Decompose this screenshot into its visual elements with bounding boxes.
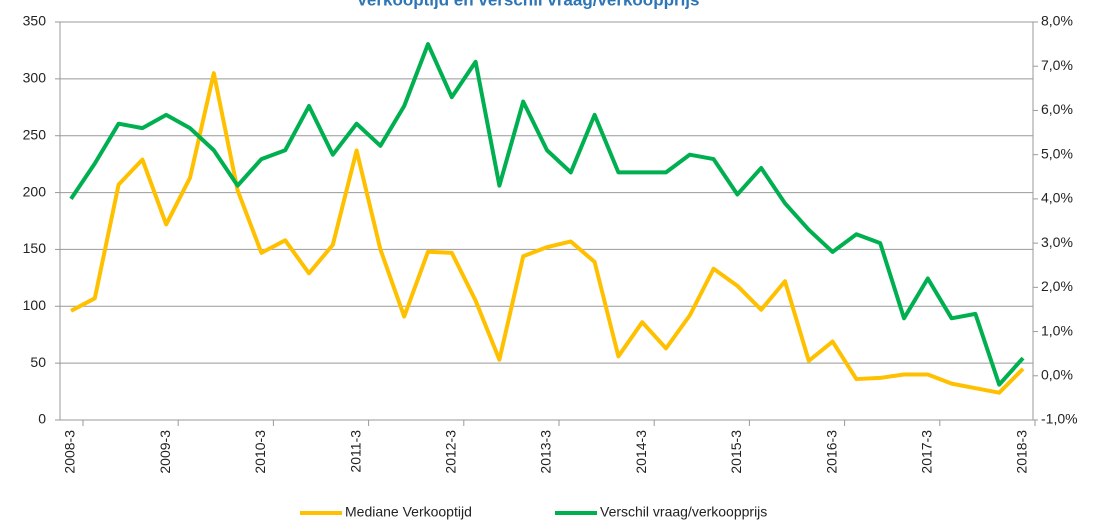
x-tick-label: 2013-3 (538, 430, 554, 474)
y2-tick-label: 8,0% (1041, 13, 1073, 29)
x-tick-label: 2010-3 (252, 430, 268, 474)
legend-label: Mediane Verkooptijd (345, 504, 472, 520)
y2-tick-label: 4,0% (1041, 190, 1073, 206)
y2-tick-label: 1,0% (1041, 322, 1073, 338)
chart-title: Verkooptijd en verschil vraag/verkooppri… (357, 0, 700, 9)
x-tick-label: 2017-3 (919, 430, 935, 474)
x-tick-label: 2009-3 (157, 430, 173, 474)
y-tick-label: 350 (23, 13, 47, 29)
y-tick-label: 250 (23, 126, 47, 142)
legend-label: Verschil vraag/verkoopprijs (600, 504, 767, 520)
y-tick-label: 200 (23, 183, 47, 199)
y-tick-label: 300 (23, 70, 47, 86)
x-tick-label: 2018-3 (1014, 430, 1030, 474)
series-line (70, 71, 1025, 395)
x-tick-label: 2016-3 (823, 430, 839, 474)
y-tick-label: 150 (23, 240, 47, 256)
y2-tick-label: 7,0% (1041, 57, 1073, 73)
series-line (69, 42, 1025, 387)
y2-tick-label: -1,0% (1041, 411, 1078, 427)
x-tick-label: 2015-3 (728, 430, 744, 474)
y2-tick-label: 2,0% (1041, 278, 1073, 294)
x-tick-label: 2012-3 (443, 430, 459, 474)
y-tick-label: 0 (38, 411, 46, 427)
y-tick-label: 50 (30, 354, 46, 370)
y2-tick-label: 3,0% (1041, 234, 1073, 250)
y-tick-label: 100 (23, 297, 47, 313)
x-tick-label: 2008-3 (62, 430, 78, 474)
y2-tick-label: 0,0% (1041, 366, 1073, 382)
y2-tick-label: 6,0% (1041, 101, 1073, 117)
y2-tick-label: 5,0% (1041, 145, 1073, 161)
x-tick-label: 2011-3 (347, 430, 363, 473)
x-tick-label: 2014-3 (633, 430, 649, 474)
